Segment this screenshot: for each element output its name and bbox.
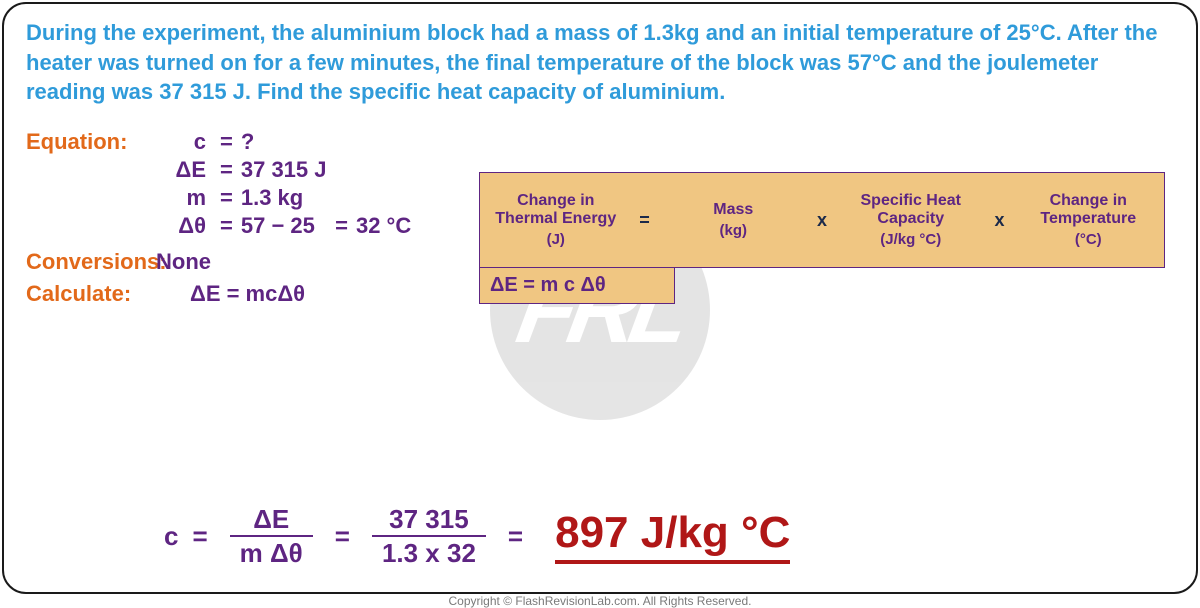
frac-symbolic: ΔE m Δθ bbox=[230, 505, 313, 568]
fb-eq: = bbox=[632, 173, 658, 267]
final-c: c bbox=[164, 521, 178, 552]
fb-dt: Change in Temperature (°C) bbox=[1013, 173, 1165, 267]
var-m: m bbox=[156, 185, 206, 211]
final-eq1: = bbox=[192, 521, 207, 552]
final-equation: c = ΔE m Δθ = 37 315 1.3 x 32 = 897 J/kg… bbox=[164, 505, 790, 568]
var-de: ΔE bbox=[156, 157, 206, 183]
fb-shc-label: Specific Heat Capacity bbox=[839, 192, 983, 229]
eq-sign: = bbox=[220, 129, 233, 155]
val-c: ? bbox=[241, 129, 254, 155]
formula-short-form: ΔE = m c Δθ bbox=[479, 268, 675, 304]
frac2-num: 37 315 bbox=[379, 505, 479, 536]
fb-mass-unit: (kg) bbox=[720, 222, 748, 239]
calculate-formula: ΔE = mcΔθ bbox=[190, 281, 305, 307]
equation-row-c: Equation: c = ? bbox=[26, 129, 1174, 155]
val-de: 37 315 J bbox=[241, 157, 327, 183]
var-dtheta: Δθ bbox=[156, 213, 206, 239]
conversions-value: None bbox=[156, 249, 211, 275]
final-answer: 897 J/kg °C bbox=[555, 508, 790, 564]
var-c: c bbox=[156, 129, 206, 155]
val-dtheta: 32 °C bbox=[356, 213, 411, 239]
formula-box: Change in Thermal Energy (J) = Mass (kg)… bbox=[479, 172, 1165, 304]
fb-shc-unit: (J/kg °C) bbox=[880, 231, 941, 248]
fb-thermal-label: Change in Thermal Energy bbox=[484, 192, 628, 229]
frac1-num: ΔE bbox=[243, 505, 299, 536]
calculate-label: Calculate: bbox=[26, 281, 156, 307]
equation-label: Equation: bbox=[26, 129, 156, 155]
fb-dt-unit: (°C) bbox=[1075, 231, 1102, 248]
fb-thermal: Change in Thermal Energy (J) bbox=[480, 173, 632, 267]
formula-box-top: Change in Thermal Energy (J) = Mass (kg)… bbox=[479, 172, 1165, 268]
fb-mass: Mass (kg) bbox=[658, 173, 810, 267]
copyright-text: Copyright © FlashRevisionLab.com. All Ri… bbox=[0, 594, 1200, 608]
final-eq2: = bbox=[335, 521, 350, 552]
fb-x1: x bbox=[809, 173, 835, 267]
val-m: 1.3 kg bbox=[241, 185, 303, 211]
fb-mass-label: Mass bbox=[713, 201, 753, 219]
fb-shc: Specific Heat Capacity (J/kg °C) bbox=[835, 173, 987, 267]
frac2-den: 1.3 x 32 bbox=[372, 535, 486, 568]
expr-dtheta: 57 − 25 bbox=[241, 213, 315, 239]
frac-numeric: 37 315 1.3 x 32 bbox=[372, 505, 486, 568]
question-text: During the experiment, the aluminium blo… bbox=[26, 18, 1174, 107]
fb-x2: x bbox=[987, 173, 1013, 267]
fb-dt-label: Change in Temperature bbox=[1017, 192, 1161, 229]
frac1-den: m Δθ bbox=[230, 535, 313, 568]
final-eq3: = bbox=[508, 521, 523, 552]
fb-thermal-unit: (J) bbox=[547, 231, 565, 248]
conversions-label: Conversions: bbox=[26, 249, 156, 275]
